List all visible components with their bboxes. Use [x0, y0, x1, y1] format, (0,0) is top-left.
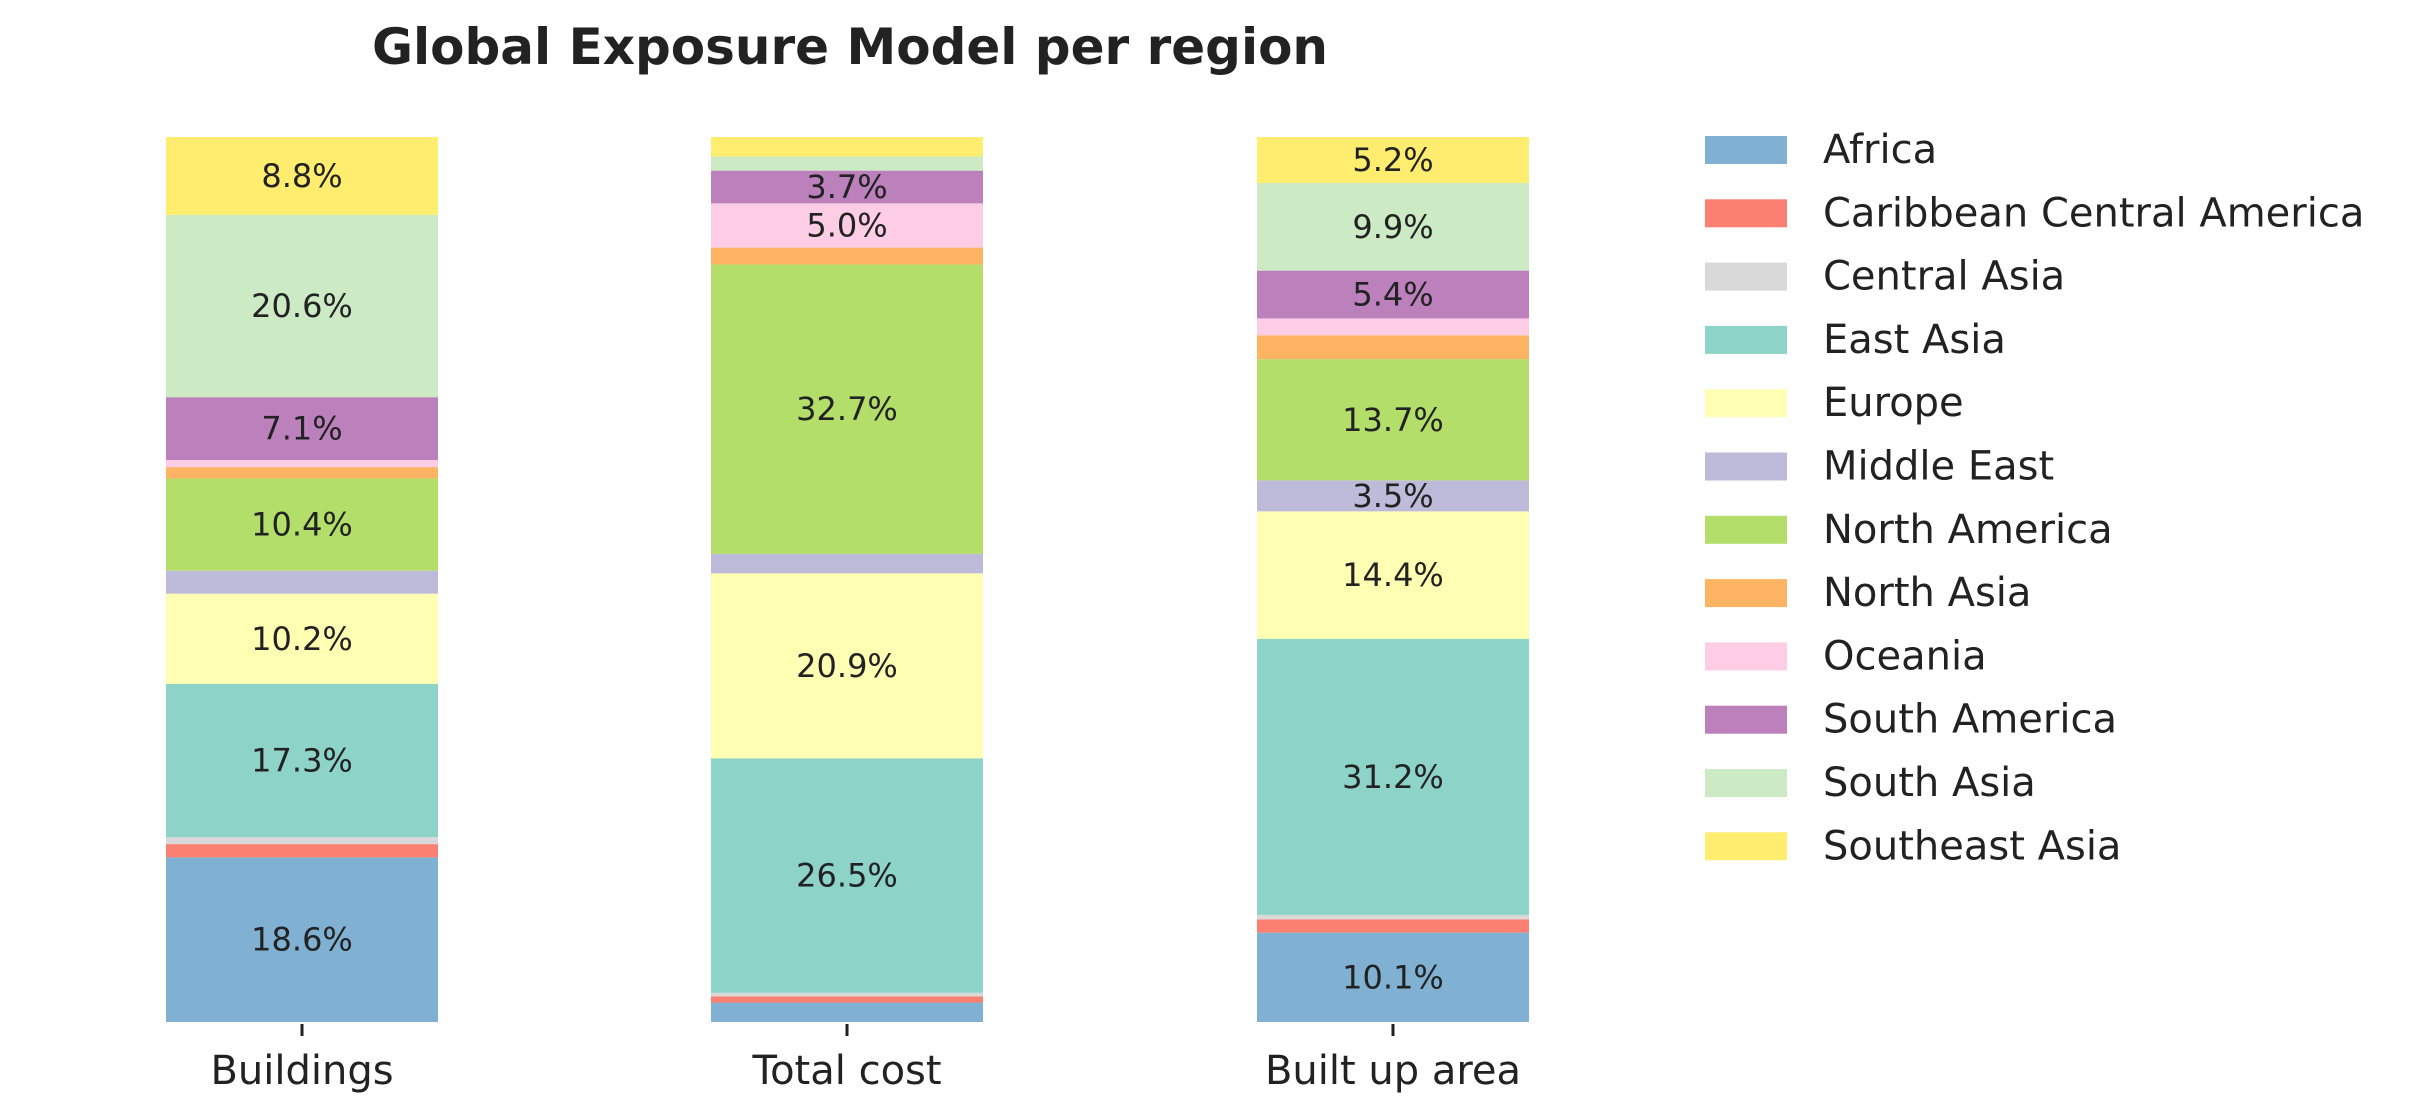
legend-swatch-europe	[1705, 389, 1787, 418]
legend-swatch-south-asia	[1705, 769, 1787, 797]
bar-segment-buildings-caribbean-central-america	[166, 844, 438, 858]
bar-segment-total-cost-central-asia	[711, 992, 983, 997]
bar-segment-buildings-south-asia	[166, 214, 438, 398]
bar-segment-total-cost-africa	[711, 1002, 983, 1022]
bar-segment-built-up-area-oceania	[1257, 318, 1529, 336]
bar-segment-built-up-area-east-asia	[1257, 638, 1529, 915]
bar-segment-total-cost-middle-east	[711, 553, 983, 574]
legend-swatch-southeast-asia	[1705, 832, 1787, 861]
bar-segment-buildings-central-asia	[166, 837, 438, 845]
data-label-buildings-south-asia: 20.6%	[251, 287, 353, 325]
bar-segment-built-up-area-europe	[1257, 511, 1529, 639]
legend-label-south-america: South America	[1823, 697, 2117, 743]
legend-label-southeast-asia: Southeast Asia	[1823, 823, 2121, 869]
legend-label-caribbean-central-america: Caribbean Central America	[1823, 190, 2364, 236]
legend-swatch-south-america	[1705, 705, 1787, 734]
data-label-buildings-southeast-asia: 8.8%	[261, 157, 342, 195]
bar-segment-total-cost-east-asia	[711, 758, 983, 993]
data-label-built-up-area-south-america: 5.4%	[1352, 276, 1433, 314]
bar-segment-buildings-east-asia	[166, 683, 438, 838]
bar-segment-built-up-area-middle-east	[1257, 480, 1529, 512]
data-label-buildings-north-america: 10.4%	[251, 506, 353, 544]
bar-segment-buildings-oceania	[166, 460, 438, 468]
bar-segment-total-cost-southeast-asia	[711, 137, 983, 157]
x-axis: Buildings Total cost Built up area	[210, 1024, 1521, 1094]
legend-label-north-asia: North Asia	[1823, 570, 2031, 616]
legend-label-central-asia: Central Asia	[1823, 254, 2065, 300]
legend-label-oceania: Oceania	[1823, 633, 1987, 679]
bar-segment-buildings-southeast-asia	[166, 137, 438, 215]
legend-swatch-middle-east	[1705, 452, 1787, 481]
data-labels-layer: 18.6% 17.3% 10.2% 10.4% 7.1% 20.6% 8.8% 26.5% 20…	[251, 141, 1444, 996]
bar-segment-buildings-africa	[166, 857, 438, 1022]
legend-swatch-east-asia	[1705, 325, 1787, 354]
legend: Africa Caribbean Central America Central A…	[1705, 127, 2364, 869]
bar-segment-built-up-area-southeast-asia	[1257, 137, 1529, 184]
chart-title: Global Exposure Model per region	[372, 18, 1328, 76]
bar-segment-built-up-area-africa	[1257, 932, 1529, 1022]
bar-segment-total-cost-south-asia	[711, 156, 983, 171]
legend-label-middle-east: Middle East	[1823, 444, 2054, 490]
bar-segment-buildings-south-america	[166, 397, 438, 461]
bar-segment-built-up-area-central-asia	[1257, 914, 1529, 920]
data-label-built-up-area-europe: 14.4%	[1342, 556, 1444, 594]
legend-label-east-asia: East Asia	[1823, 317, 2006, 363]
data-label-built-up-area-north-america: 13.7%	[1342, 401, 1444, 439]
data-label-buildings-south-america: 7.1%	[261, 410, 342, 448]
bar-segment-buildings-middle-east	[166, 570, 438, 594]
data-label-buildings-africa: 18.6%	[251, 921, 353, 959]
data-label-total-cost-east-asia: 26.5%	[796, 857, 898, 895]
legend-label-south-asia: South Asia	[1823, 760, 2036, 806]
legend-swatch-north-asia	[1705, 579, 1787, 608]
x-tick-label-built-up-area: Built up area	[1265, 1048, 1521, 1094]
x-tick-label-buildings: Buildings	[210, 1048, 393, 1094]
bar-segment-buildings-europe	[166, 593, 438, 684]
bar-segment-total-cost-caribbean-central-america	[711, 996, 983, 1003]
bar-segment-built-up-area-north-asia	[1257, 335, 1529, 360]
legend-swatch-caribbean-central-america	[1705, 199, 1787, 228]
data-label-buildings-east-asia: 17.3%	[251, 741, 353, 779]
data-label-built-up-area-southeast-asia: 5.2%	[1352, 141, 1433, 179]
data-label-buildings-europe: 10.2%	[251, 620, 353, 658]
data-label-built-up-area-middle-east: 3.5%	[1352, 477, 1433, 515]
data-label-total-cost-south-america: 3.7%	[806, 168, 887, 206]
bar-segment-buildings-north-asia	[166, 467, 438, 479]
x-tick-label-total-cost: Total cost	[751, 1048, 941, 1094]
data-label-total-cost-europe: 20.9%	[796, 647, 898, 685]
bar-segment-built-up-area-south-america	[1257, 270, 1529, 319]
legend-label-africa: Africa	[1823, 127, 1937, 173]
bar-segment-buildings-north-america	[166, 478, 438, 571]
data-label-built-up-area-africa: 10.1%	[1342, 958, 1444, 996]
legend-swatch-africa	[1705, 136, 1787, 164]
legend-swatch-central-asia	[1705, 262, 1787, 291]
data-label-total-cost-oceania: 5.0%	[806, 207, 887, 245]
bar-segment-built-up-area-caribbean-central-america	[1257, 919, 1529, 933]
data-label-built-up-area-south-asia: 9.9%	[1352, 208, 1433, 246]
data-label-total-cost-north-america: 32.7%	[796, 390, 898, 428]
legend-label-europe: Europe	[1823, 380, 1964, 426]
bar-segment-total-cost-north-america	[711, 264, 983, 554]
bar-segment-total-cost-south-america	[711, 170, 983, 204]
bar-segment-total-cost-north-asia	[711, 247, 983, 265]
legend-label-north-america: North America	[1823, 507, 2113, 553]
data-label-built-up-area-east-asia: 31.2%	[1342, 758, 1444, 796]
bar-segment-built-up-area-north-america	[1257, 359, 1529, 481]
bar-segment-built-up-area-south-asia	[1257, 183, 1529, 271]
bars-layer	[166, 137, 1529, 1022]
bar-segment-total-cost-oceania	[711, 203, 983, 248]
legend-swatch-oceania	[1705, 642, 1787, 671]
bar-segment-total-cost-europe	[711, 573, 983, 759]
legend-swatch-north-america	[1705, 515, 1787, 544]
